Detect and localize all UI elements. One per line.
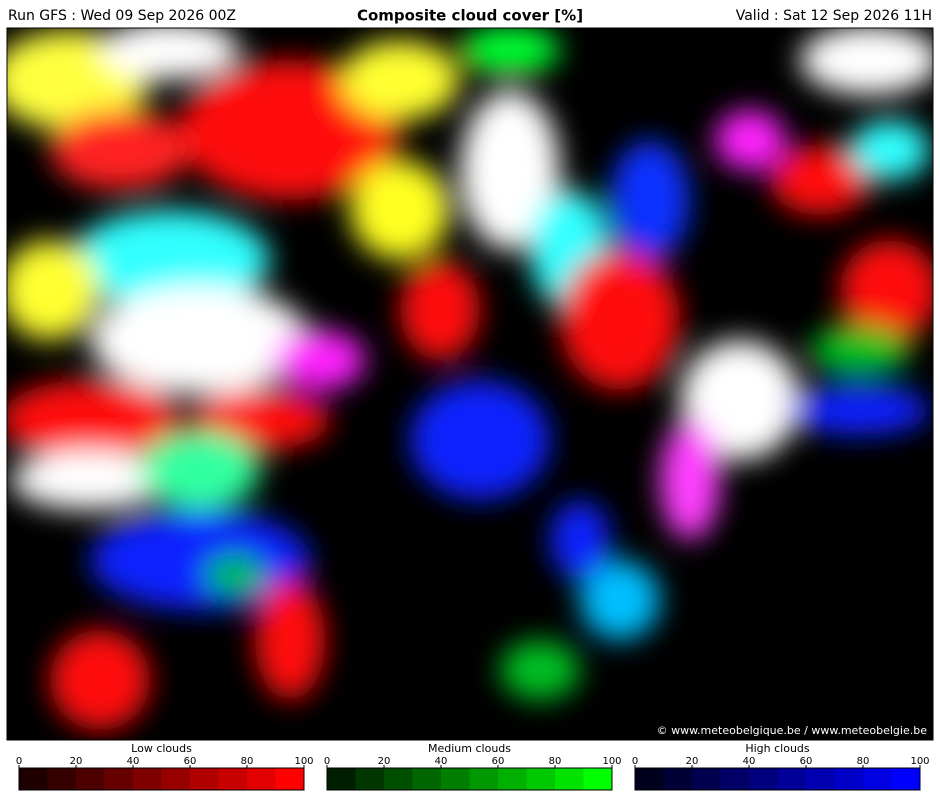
legend-tick-label: 80 xyxy=(549,756,562,767)
legend-swatch xyxy=(498,768,527,790)
legend-tick-label: 100 xyxy=(294,756,313,767)
legend-swatch xyxy=(355,768,384,790)
legend-swatch xyxy=(863,768,892,790)
legend-swatch xyxy=(218,768,247,790)
legend-title: High clouds xyxy=(745,742,810,755)
legend-tick-label: 0 xyxy=(632,756,638,767)
legend-frame xyxy=(18,767,305,791)
legend-tick-label: 80 xyxy=(857,756,870,767)
legend-tick-label: 40 xyxy=(435,756,448,767)
legend-tick-label: 60 xyxy=(184,756,197,767)
legend-tick-label: 40 xyxy=(127,756,140,767)
legend-tick-label: 60 xyxy=(492,756,505,767)
legend-frame xyxy=(634,767,921,791)
legend-title: Low clouds xyxy=(131,742,192,755)
legend-swatch xyxy=(635,768,664,790)
legend-swatch xyxy=(247,768,276,790)
legend-swatch xyxy=(583,768,612,790)
legend-swatch xyxy=(190,768,219,790)
legend-swatch xyxy=(47,768,76,790)
legend-swatch xyxy=(19,768,48,790)
legend-tick-label: 0 xyxy=(324,756,330,767)
legend-tick-label: 80 xyxy=(241,756,254,767)
legend-tick-label: 20 xyxy=(378,756,391,767)
legend-tick-label: 20 xyxy=(686,756,699,767)
credit: © www.meteobelgique.be / www.meteobelgie… xyxy=(657,724,928,737)
run-label: Run GFS : Wed 09 Sep 2026 00Z xyxy=(8,8,236,24)
legend-swatch xyxy=(384,768,413,790)
legend-tick-label: 40 xyxy=(743,756,756,767)
legend-swatch xyxy=(720,768,749,790)
valid-label: Valid : Sat 12 Sep 2026 11H xyxy=(736,8,932,24)
legend-swatch xyxy=(469,768,498,790)
legend-swatch xyxy=(555,768,584,790)
legend-swatch xyxy=(806,768,835,790)
legend-tick-label: 100 xyxy=(602,756,621,767)
legend-swatch xyxy=(275,768,304,790)
legend-swatch xyxy=(692,768,721,790)
legend-title: Medium clouds xyxy=(428,742,511,755)
legend-swatch xyxy=(663,768,692,790)
legend-swatch xyxy=(834,768,863,790)
legend-swatch xyxy=(777,768,806,790)
legend-frame xyxy=(326,767,613,791)
legend-swatch xyxy=(749,768,778,790)
legend-swatch xyxy=(526,768,555,790)
legend-swatch xyxy=(891,768,920,790)
cloud-map: © www.meteobelgique.be / www.meteobelgie… xyxy=(7,28,933,740)
legend-tick-label: 0 xyxy=(16,756,22,767)
legend-swatch xyxy=(412,768,441,790)
map-title: Composite cloud cover [%] xyxy=(357,7,583,25)
legend-swatch xyxy=(161,768,190,790)
legend-tick-label: 20 xyxy=(70,756,83,767)
legend-tick-label: 100 xyxy=(910,756,929,767)
legend-swatch xyxy=(76,768,105,790)
legend-swatch xyxy=(133,768,162,790)
legends: Low clouds 0 20 40 60 80 100 Medium clouds 0 20 40… xyxy=(16,742,930,791)
legend-swatch xyxy=(441,768,470,790)
legend-swatch xyxy=(327,768,356,790)
legend-swatch xyxy=(104,768,133,790)
legend-tick-label: 60 xyxy=(800,756,813,767)
